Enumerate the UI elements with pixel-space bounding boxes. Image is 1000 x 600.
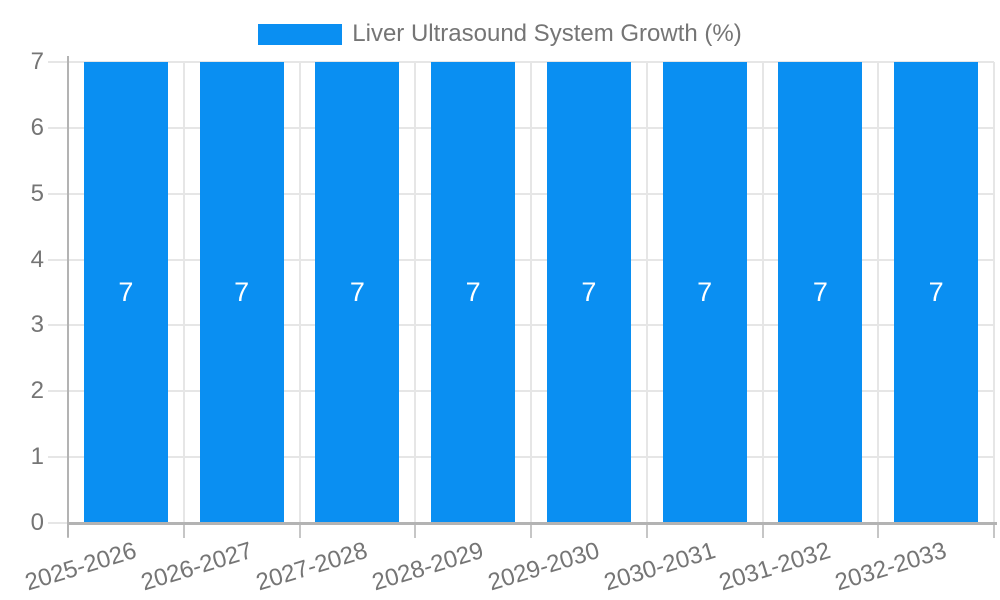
- x-gridline: [530, 62, 532, 523]
- x-gridline: [761, 62, 764, 523]
- legend[interactable]: Liver Ultrasound System Growth (%): [0, 21, 1000, 47]
- y-gridline: [48, 258, 994, 261]
- bar[interactable]: 7: [199, 62, 284, 523]
- bar[interactable]: 7: [315, 62, 400, 523]
- x-gridline: [645, 62, 648, 523]
- y-tick-label: 5: [30, 179, 44, 207]
- x-gridline: [877, 62, 880, 523]
- bar-value-label: 7: [118, 277, 134, 307]
- bar-value-label: 7: [465, 277, 481, 307]
- y-axis-line: [67, 56, 69, 537]
- x-gridline: [993, 62, 995, 523]
- x-tick-mark: [993, 524, 995, 538]
- bar-value-label: 7: [234, 277, 250, 307]
- bar-value-label: 7: [928, 277, 944, 307]
- x-tick-mark: [877, 524, 880, 538]
- y-tick-label: 3: [30, 311, 44, 339]
- x-gridline: [298, 62, 301, 523]
- y-gridline: [48, 126, 994, 129]
- x-gridline: [414, 62, 417, 523]
- bar[interactable]: 7: [83, 62, 168, 523]
- y-tick-label: 6: [30, 113, 44, 141]
- y-tick-label: 7: [30, 48, 44, 75]
- y-tick-label: 1: [30, 443, 44, 471]
- x-tick-mark: [761, 524, 764, 538]
- y-gridline: [48, 456, 994, 459]
- bar-value-label: 7: [812, 277, 828, 307]
- y-gridline: [48, 324, 994, 327]
- x-tick-mark: [530, 524, 532, 538]
- bar-value-label: 7: [697, 277, 713, 307]
- y-gridline: [48, 192, 994, 195]
- x-tick-mark: [645, 524, 648, 538]
- bar[interactable]: 7: [546, 62, 631, 523]
- x-tick-mark: [298, 524, 301, 538]
- legend-label: Liver Ultrasound System Growth (%): [352, 20, 742, 47]
- y-gridline: [48, 390, 994, 393]
- x-axis-line: [67, 522, 997, 525]
- x-gridline: [182, 62, 185, 523]
- bar-value-label: 7: [581, 277, 597, 307]
- bar[interactable]: 7: [778, 62, 863, 523]
- bar-value-label: 7: [349, 277, 365, 307]
- y-tick-label: 0: [30, 509, 44, 536]
- legend-swatch-icon: [258, 23, 343, 45]
- bar[interactable]: 7: [894, 62, 979, 523]
- y-tick-label: 4: [30, 245, 44, 273]
- bar[interactable]: 7: [431, 62, 516, 523]
- x-tick-mark: [414, 524, 417, 538]
- x-tick-mark: [182, 524, 185, 538]
- bar[interactable]: 7: [662, 62, 747, 523]
- y-gridline: [48, 61, 994, 63]
- y-tick-label: 2: [30, 377, 44, 405]
